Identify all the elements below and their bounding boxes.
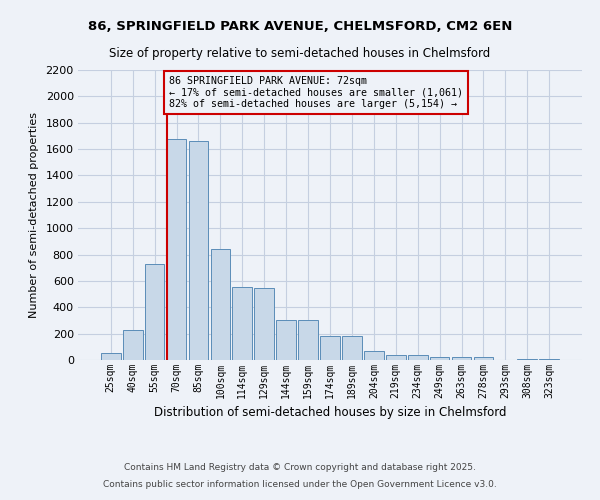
Bar [408,356,428,360]
Bar [342,336,362,360]
Bar [101,354,121,360]
Bar [145,264,164,360]
Bar [276,320,296,360]
Bar [167,138,187,360]
Text: Contains public sector information licensed under the Open Government Licence v3: Contains public sector information licen… [103,480,497,489]
Text: 86, SPRINGFIELD PARK AVENUE, CHELMSFORD, CM2 6EN: 86, SPRINGFIELD PARK AVENUE, CHELMSFORD,… [88,20,512,33]
Bar [386,354,406,360]
Text: 86 SPRINGFIELD PARK AVENUE: 72sqm
← 17% of semi-detached houses are smaller (1,0: 86 SPRINGFIELD PARK AVENUE: 72sqm ← 17% … [169,76,463,109]
Bar [211,248,230,360]
Text: Size of property relative to semi-detached houses in Chelmsford: Size of property relative to semi-detach… [109,48,491,60]
Text: Contains HM Land Registry data © Crown copyright and database right 2025.: Contains HM Land Registry data © Crown c… [124,464,476,472]
Bar [473,358,493,360]
Bar [123,330,143,360]
Bar [364,352,384,360]
Bar [298,320,318,360]
X-axis label: Distribution of semi-detached houses by size in Chelmsford: Distribution of semi-detached houses by … [154,406,506,420]
Bar [232,287,252,360]
Bar [430,356,449,360]
Y-axis label: Number of semi-detached properties: Number of semi-detached properties [29,112,38,318]
Bar [188,141,208,360]
Bar [254,288,274,360]
Bar [452,358,472,360]
Bar [517,358,537,360]
Bar [320,336,340,360]
